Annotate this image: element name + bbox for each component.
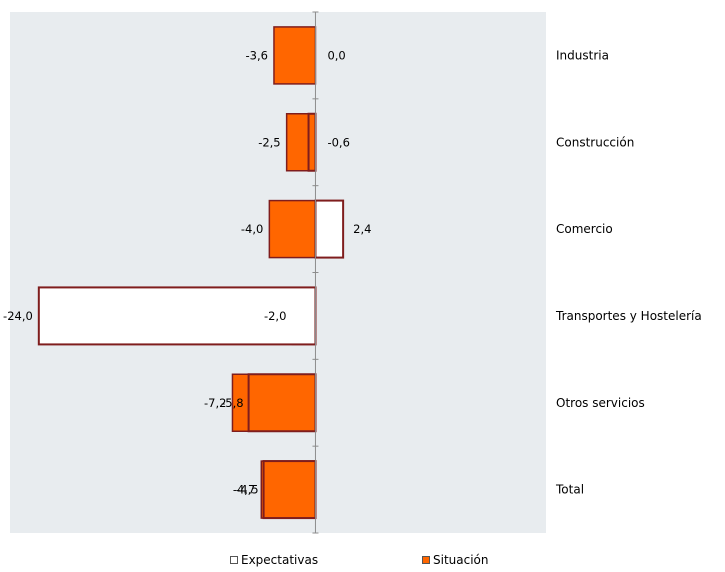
data-label-situacion: -4,7	[233, 483, 255, 497]
data-label-situacion: -7,2	[204, 396, 226, 410]
legend-item-expectativas: Expectativas	[230, 553, 318, 567]
data-label-expectativas: -4,5	[236, 483, 258, 497]
category-label: Industria	[556, 48, 609, 62]
data-label-situacion: -2,5	[258, 135, 280, 149]
data-label-situacion: -4,0	[241, 222, 263, 236]
data-label-expectativas: 2,4	[353, 222, 371, 236]
bar-expectativas	[37, 286, 317, 346]
legend-swatch-situacion	[422, 556, 430, 564]
bar-situacion	[268, 199, 317, 259]
data-label-expectativas: 0,0	[327, 48, 345, 62]
bar-situacion	[260, 460, 317, 519]
bar-situacion	[285, 113, 317, 172]
data-label-expectativas: -5,8	[221, 396, 243, 410]
legend-swatch-expectativas	[230, 556, 238, 564]
legend-label-expectativas: Expectativas	[241, 553, 319, 567]
plot-area	[10, 12, 546, 533]
legend-label-situacion: Situación	[433, 553, 489, 567]
legend-item-situacion: Situación	[422, 553, 489, 567]
data-label-expectativas: -0,6	[327, 135, 349, 149]
data-label-situacion: -2,0	[264, 309, 286, 323]
bar-situacion	[231, 373, 317, 432]
legend: Expectativas Situación	[0, 553, 725, 571]
category-label: Otros servicios	[556, 396, 645, 410]
category-label: Comercio	[556, 222, 613, 236]
data-label-situacion: -3,6	[246, 48, 268, 62]
category-label: Total	[555, 483, 584, 497]
category-label: Transportes y Hostelería	[555, 309, 702, 323]
bar-expectativas	[314, 199, 345, 259]
category-label: Construcción	[556, 135, 634, 149]
data-label-expectativas: -24,0	[3, 309, 33, 323]
bar-situacion	[273, 26, 317, 85]
